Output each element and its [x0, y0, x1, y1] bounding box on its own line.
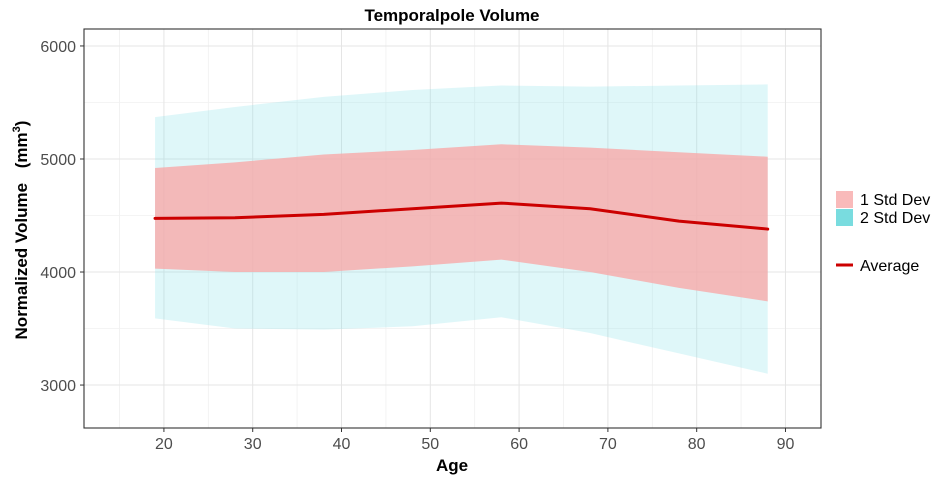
- x-tick-label: 40: [333, 436, 351, 453]
- y-tick-label: 4000: [40, 265, 76, 282]
- y-axis-unit-open: (: [12, 162, 31, 168]
- legend-swatch-2-std-dev: [836, 209, 853, 226]
- line-average: [153, 201, 770, 231]
- bands: [155, 84, 768, 374]
- y-tick-label: 5000: [40, 152, 76, 169]
- panel-border: [83, 28, 822, 429]
- x-tick-label: 20: [155, 436, 173, 453]
- legend-swatch-1-std-dev: [836, 191, 853, 208]
- legend-label-2-std-dev: 2 Std Dev: [860, 210, 930, 227]
- y-axis-label: Normalized Volume: [12, 183, 31, 340]
- y-axis-unit-close: ): [12, 121, 31, 127]
- x-tick-label: 80: [688, 436, 706, 453]
- y-tick-label: 3000: [40, 378, 76, 395]
- series-lines: [153, 201, 770, 231]
- plot-frame: [83, 28, 822, 429]
- y-axis-ticks: 3000 4000 5000 6000: [40, 39, 84, 395]
- chart-title: Temporalpole Volume: [364, 6, 539, 25]
- legend-label-1-std-dev: 1 Std Dev: [860, 192, 930, 209]
- y-axis-unit-exponent: 3: [11, 126, 23, 132]
- x-tick-label: 70: [599, 436, 617, 453]
- y-tick-label: 6000: [40, 39, 76, 56]
- x-tick-label: 60: [510, 436, 528, 453]
- x-axis-label: Age: [436, 456, 468, 475]
- y-axis-unit: mm: [12, 132, 31, 162]
- band-1-std-dev: [155, 144, 768, 302]
- x-axis-ticks: 20 30 40 50 60 70 80 90: [155, 428, 794, 453]
- svg-text:Normalized Volume (mm3): Normalized Volume (mm3): [11, 121, 31, 340]
- x-tick-label: 90: [777, 436, 795, 453]
- y-axis-label-group: Normalized Volume (mm3): [11, 121, 31, 340]
- legend-label-average: Average: [860, 258, 919, 275]
- x-tick-label: 30: [244, 436, 262, 453]
- x-tick-label: 50: [421, 436, 439, 453]
